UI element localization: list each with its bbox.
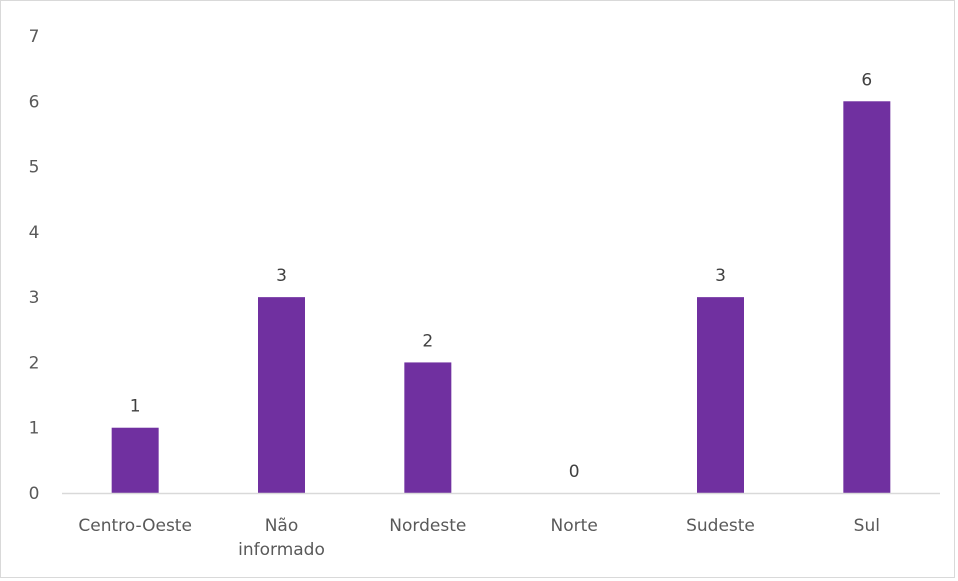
y-tick-label: 6: [29, 92, 40, 112]
x-tick-label-line: informado: [238, 540, 325, 560]
bar: [258, 297, 305, 493]
x-tick-label-line: Nordeste: [389, 516, 466, 536]
data-label: 1: [130, 397, 141, 417]
bars: [111, 101, 891, 494]
x-tick-label-line: Sudeste: [686, 516, 755, 536]
data-label: 3: [715, 266, 726, 286]
x-tick-label-line: Sul: [854, 516, 880, 536]
data-labels: 1 3 2 0 3 6: [130, 70, 872, 482]
x-axis-labels: Centro-Oeste Não informado Nordeste Norte Sud…: [78, 516, 880, 560]
bar: [697, 297, 744, 493]
y-tick-label: 2: [29, 353, 40, 373]
y-tick-label: 3: [29, 288, 40, 308]
data-label: 0: [569, 462, 580, 482]
x-tick-label: Nordeste: [389, 516, 466, 536]
data-label: 6: [861, 70, 872, 90]
data-label: 2: [422, 331, 433, 351]
bar: [111, 427, 159, 493]
x-tick-label-line: Centro-Oeste: [78, 516, 192, 536]
x-tick-label: Sudeste: [686, 516, 755, 536]
x-tick-label: Não informado: [238, 516, 325, 560]
y-tick-label: 0: [29, 484, 40, 504]
y-axis-ticks: 0 1 2 3 4 5 6 7: [29, 27, 40, 504]
x-tick-label: Centro-Oeste: [78, 516, 192, 536]
y-tick-label: 5: [29, 158, 40, 178]
bar: [404, 362, 452, 493]
data-label: 3: [276, 266, 287, 286]
bar: [843, 101, 891, 494]
x-tick-label-line: Norte: [551, 516, 598, 536]
y-tick-label: 4: [29, 223, 40, 243]
x-tick-label: Sul: [854, 516, 880, 536]
y-tick-label: 7: [29, 27, 40, 47]
x-tick-label-line: Não: [265, 516, 299, 536]
x-tick-label: Norte: [551, 516, 598, 536]
y-tick-label: 1: [29, 419, 40, 439]
